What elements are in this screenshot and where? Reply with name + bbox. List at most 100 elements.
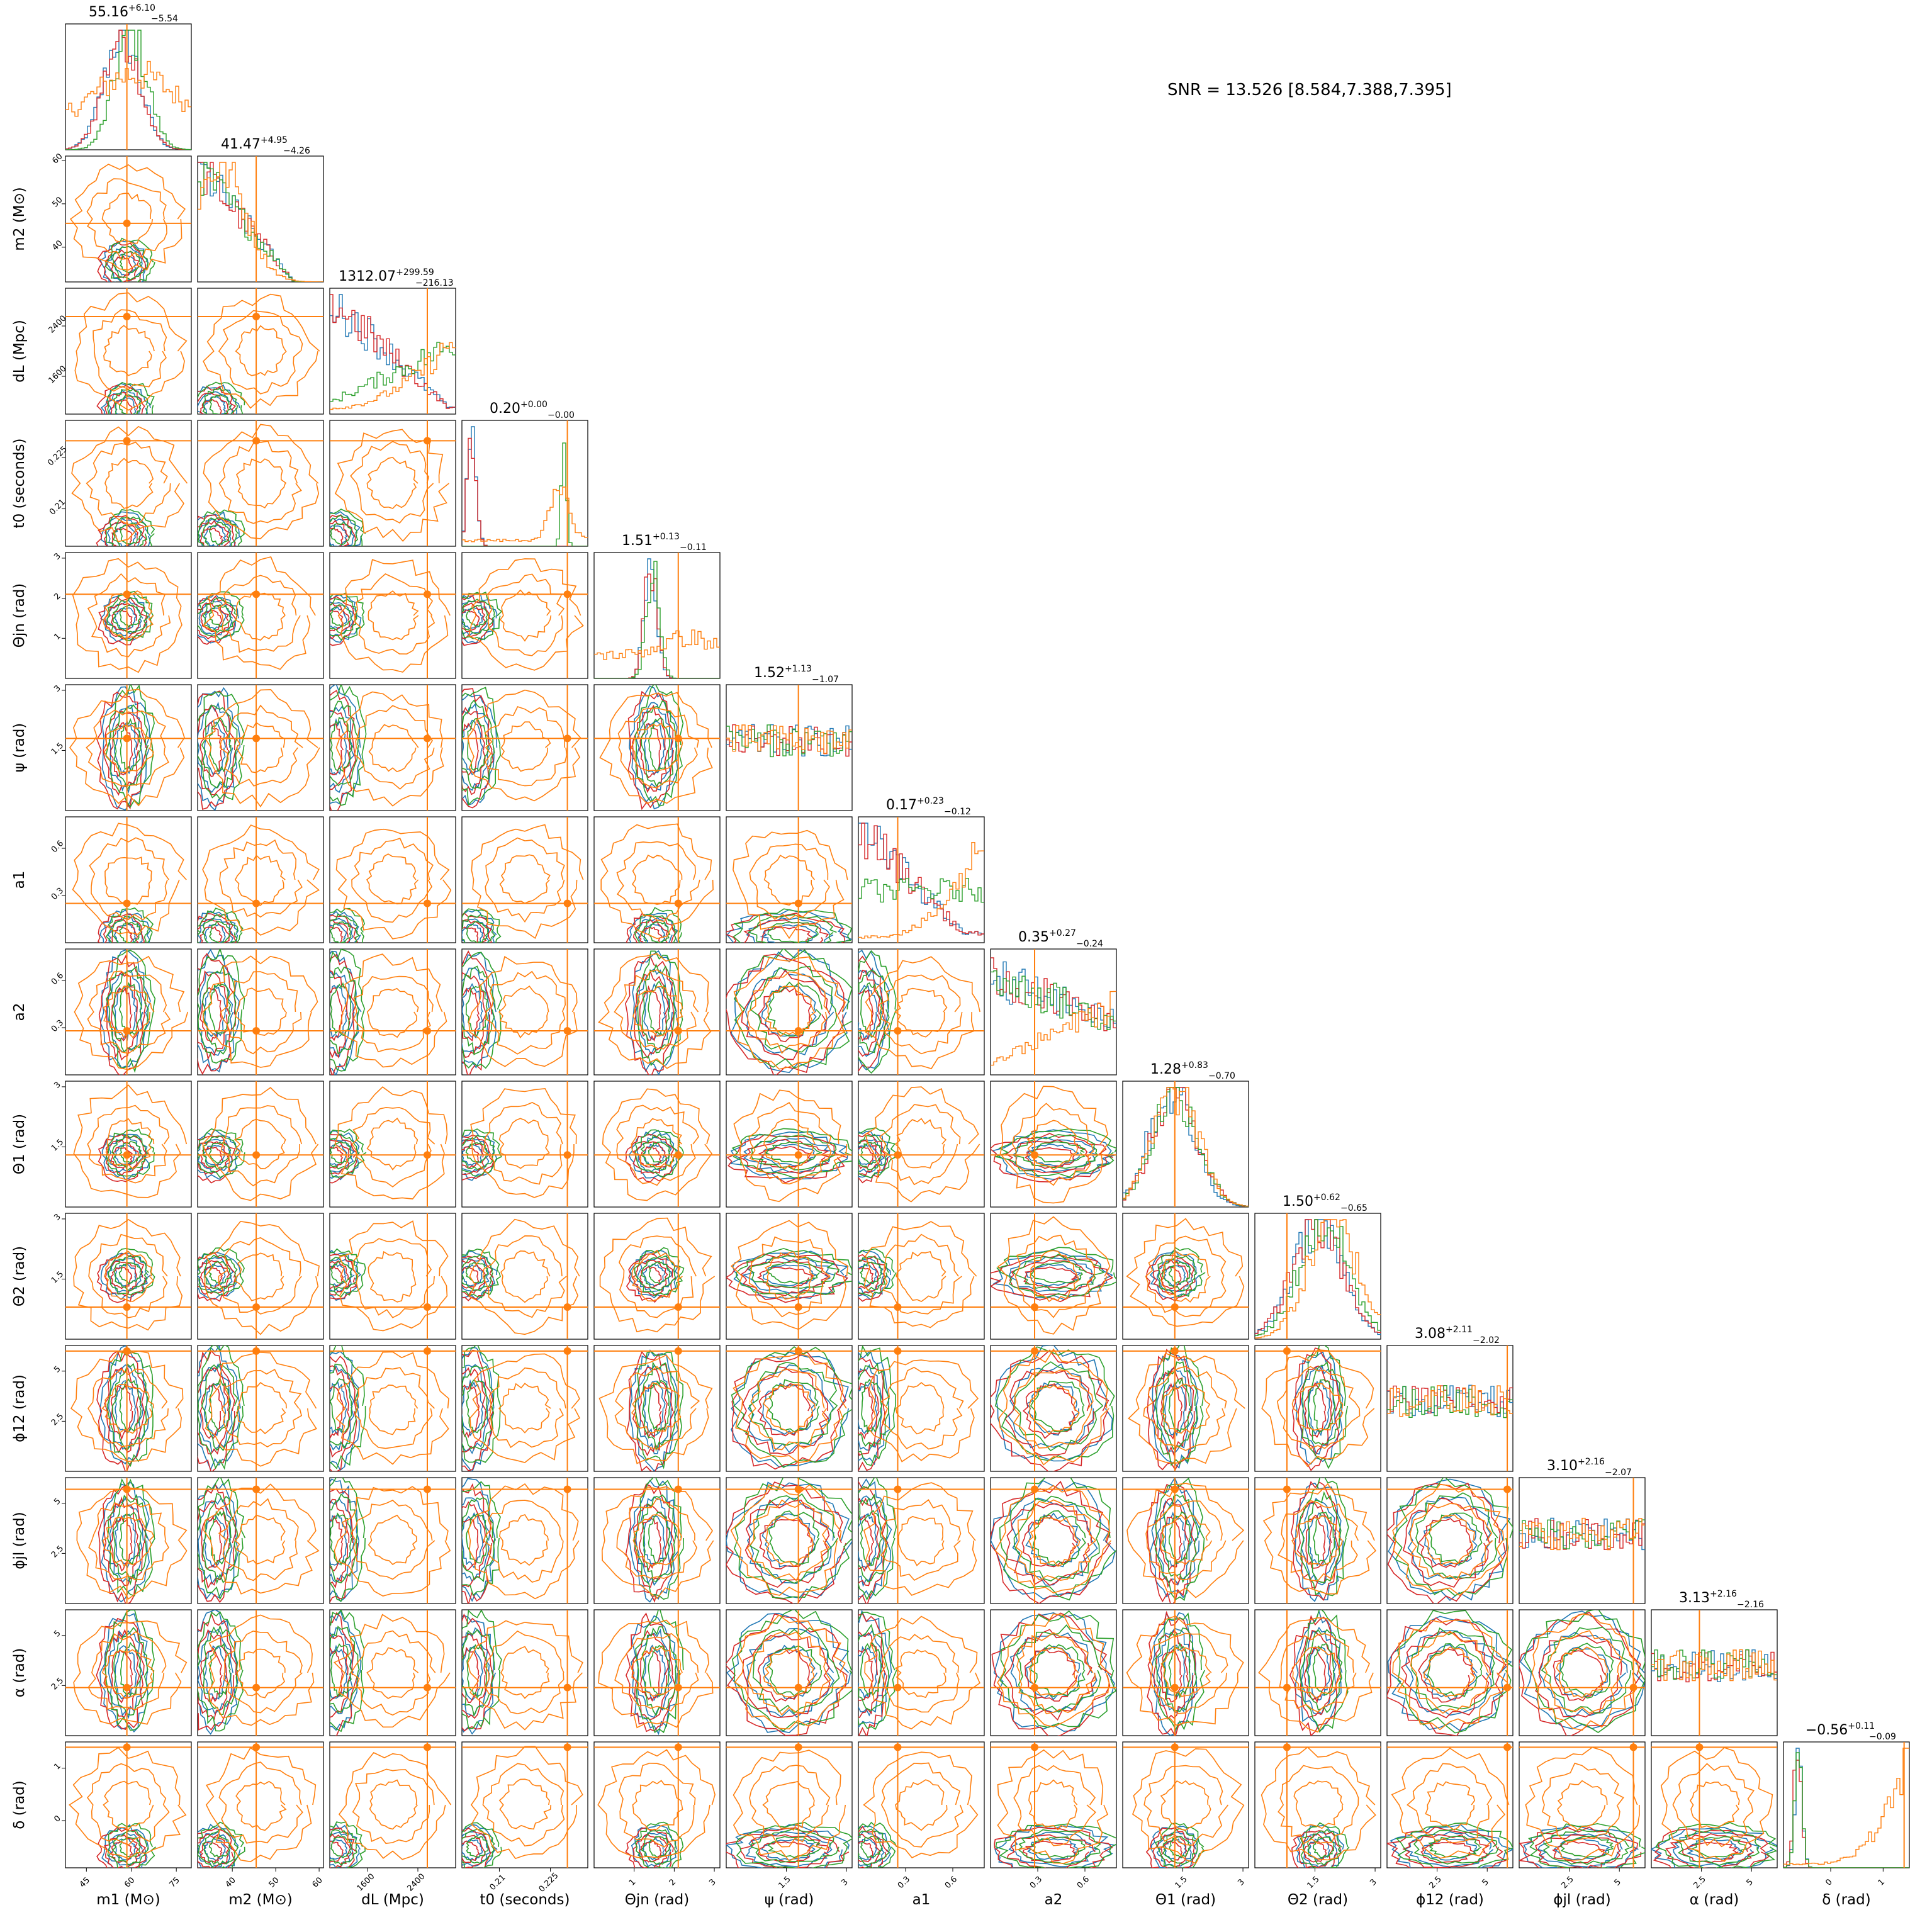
contour-green xyxy=(330,1643,353,1698)
contour-blue xyxy=(100,511,151,546)
contour-orange xyxy=(469,1353,581,1463)
contour-green xyxy=(198,509,245,546)
y-axis-label: ψ (rad) xyxy=(11,723,28,773)
hist-orange xyxy=(1123,1087,1249,1207)
truth-point xyxy=(252,1485,261,1493)
contour-red xyxy=(96,515,147,546)
contour-green xyxy=(203,1624,239,1716)
truth-point xyxy=(123,899,131,907)
contour-orange xyxy=(1276,1366,1361,1449)
contour-red xyxy=(991,1349,1109,1471)
hist-green xyxy=(462,442,588,546)
contour-panel-13-5: 1.5 3 ψ (rad) xyxy=(726,1741,853,1908)
truth-point xyxy=(894,1683,902,1692)
contour-red xyxy=(632,1141,668,1174)
contour-panel-11-9 xyxy=(1254,1477,1381,1604)
x-tick-label: 5 xyxy=(1613,1877,1623,1887)
contour-green xyxy=(208,1261,232,1284)
contour-red xyxy=(626,1253,676,1303)
truth-point xyxy=(894,1027,902,1035)
contour-orange xyxy=(1672,1763,1755,1848)
contour-blue xyxy=(204,986,227,1040)
contour-blue xyxy=(101,686,150,811)
param-title: 55.16+6.10 xyxy=(89,3,155,20)
x-tick-label: 5 xyxy=(1481,1877,1491,1887)
contour-green xyxy=(634,907,682,943)
contour-orange xyxy=(334,429,449,542)
hist-green xyxy=(1783,1752,1909,1868)
contour-orange xyxy=(1391,1748,1510,1859)
hist-orange xyxy=(1255,1219,1381,1339)
contour-green xyxy=(999,1478,1116,1601)
contour-green xyxy=(641,700,678,787)
contour-blue xyxy=(1295,1482,1344,1602)
contour-orange xyxy=(337,559,451,673)
contour-orange xyxy=(763,1383,816,1434)
contour-blue xyxy=(330,970,355,1057)
contour-orange xyxy=(220,1105,302,1187)
contour-green xyxy=(330,1378,353,1433)
contour-red xyxy=(858,1146,874,1169)
contour-green xyxy=(1655,1822,1777,1868)
param-title: 1.51+0.13 xyxy=(622,532,680,549)
contour-blue xyxy=(629,913,678,943)
contour-red xyxy=(858,1631,881,1719)
contour-green xyxy=(462,1828,495,1864)
y-tick-label: 1.5 xyxy=(50,1269,65,1285)
contour-green xyxy=(1410,1627,1495,1711)
contour-green xyxy=(330,522,352,546)
contour-orange xyxy=(467,689,581,802)
contour-panel-13-4: 1 2 3 Θjn (rad) xyxy=(593,1741,721,1908)
contour-blue xyxy=(330,1381,348,1434)
contour-panel-7-2 xyxy=(329,948,456,1076)
contour-green xyxy=(112,704,149,792)
contour-orange xyxy=(368,1250,417,1303)
contour-green xyxy=(330,1493,358,1584)
contour-panel-10-9 xyxy=(1254,1345,1381,1472)
truth-point xyxy=(894,1303,902,1311)
contour-green xyxy=(330,1512,352,1566)
contour-blue xyxy=(198,511,241,546)
contour-red xyxy=(198,520,230,546)
x-tick-label: 0.3 xyxy=(896,1875,912,1890)
y-axis-label: a1 xyxy=(11,871,28,889)
contour-red xyxy=(462,926,479,943)
x-axis-label: a1 xyxy=(913,1892,931,1908)
contour-orange xyxy=(366,1647,419,1699)
contour-panel-11-0: 2.5 5 ϕjl (rad) xyxy=(11,1477,192,1604)
contour-blue xyxy=(198,1345,241,1471)
contour-red xyxy=(462,1840,480,1863)
truth-point xyxy=(123,1485,131,1493)
hist-panel-7: 0.35+0.27−0.24 xyxy=(990,928,1117,1076)
truth-point xyxy=(794,1151,802,1159)
contour-green xyxy=(462,914,496,943)
contour-orange xyxy=(234,854,286,906)
contour-red xyxy=(740,1259,829,1296)
contour-red xyxy=(330,527,344,546)
x-tick-label: 1 xyxy=(1877,1877,1887,1887)
contour-blue xyxy=(330,911,361,943)
contour-blue xyxy=(330,511,362,546)
contour-green xyxy=(858,1345,897,1466)
contour-orange xyxy=(1425,1781,1476,1831)
contour-red xyxy=(462,1632,487,1719)
contour-orange xyxy=(863,1482,977,1596)
contour-panel-8-5 xyxy=(726,1081,853,1208)
contour-blue xyxy=(1008,1831,1099,1868)
contour-red xyxy=(1147,1483,1197,1603)
contour-green xyxy=(1313,1379,1336,1433)
contour-blue xyxy=(114,1514,136,1569)
contour-panel-13-9: 1.5 3 Θ2 (rad) xyxy=(1254,1741,1381,1908)
contour-green xyxy=(330,966,360,1055)
contour-orange xyxy=(204,688,320,808)
contour-orange xyxy=(235,721,286,773)
contour-panel-9-0: 1.5 3 Θ2 (rad) xyxy=(11,1212,192,1340)
x-tick-label: 1.5 xyxy=(1173,1875,1189,1890)
contour-blue xyxy=(731,1351,849,1468)
contour-orange xyxy=(87,1104,170,1184)
contour-red xyxy=(726,1481,846,1603)
truth-point xyxy=(123,313,131,320)
contour-green xyxy=(111,1829,149,1866)
contour-orange xyxy=(350,441,434,524)
contour-orange xyxy=(87,970,171,1054)
